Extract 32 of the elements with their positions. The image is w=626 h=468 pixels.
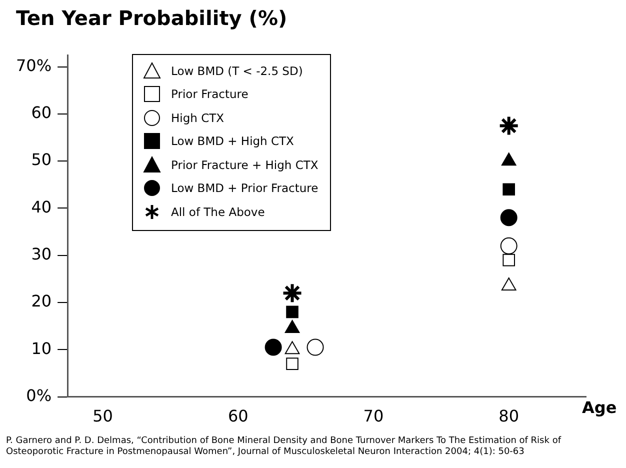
point xyxy=(286,306,298,318)
point xyxy=(500,237,518,254)
y-tick-label: 70% xyxy=(16,56,52,75)
x-tick-label: 50 xyxy=(92,406,113,426)
point xyxy=(500,209,518,226)
y-tick-label: 50 xyxy=(31,150,52,170)
point xyxy=(264,338,282,356)
point xyxy=(502,183,515,196)
y-tick-label: 0% xyxy=(26,386,52,405)
x-axis-title: Age xyxy=(582,398,617,417)
y-tick-label: 30 xyxy=(31,244,52,264)
legend-label: Low BMD (T < -2.5 SD) xyxy=(171,64,303,78)
text: P. Garnero and P. D. Delmas, “Contribution of Bone Mineral Density and Bone Turnover Markers To The Estimation of Risk of Osteoporotic Fracture in Postmenopausal Women”, Journal of Musculoskeletal Neuron Interaction 2004; 4(1): 50-63 xyxy=(6,436,562,458)
x-tick-label: 70 xyxy=(363,406,384,426)
chart-title: Ten Year Probability (%) xyxy=(16,6,288,30)
legend-label: Low BMD + High CTX xyxy=(171,134,294,148)
legend-label: All of The Above xyxy=(171,204,265,219)
point xyxy=(502,254,515,266)
legend-label: Prior Fracture xyxy=(171,87,248,102)
legend-label: Low BMD + Prior Fracture xyxy=(171,181,318,196)
y-tick-label: 10 xyxy=(31,338,52,358)
x-tick-label: 60 xyxy=(228,406,248,426)
legend-label: High CTX xyxy=(171,110,224,125)
point xyxy=(286,358,298,370)
y-tick-label: 40 xyxy=(31,197,52,216)
point xyxy=(306,338,324,356)
point xyxy=(282,282,303,304)
x-tick-label: 80 xyxy=(498,406,520,426)
y-tick-label: 60 xyxy=(31,103,52,122)
point xyxy=(498,115,520,136)
legend-label: Prior Fracture + High CTX xyxy=(171,158,318,172)
y-tick-label: 20 xyxy=(31,292,52,311)
